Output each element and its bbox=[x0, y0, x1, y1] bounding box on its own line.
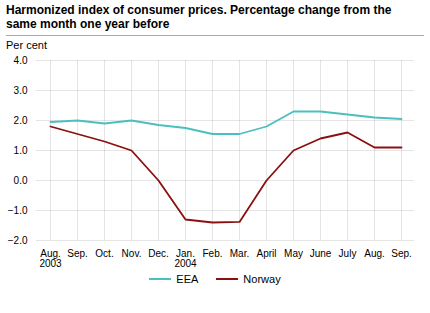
svg-text:1.0: 1.0 bbox=[14, 145, 28, 156]
svg-text:Jan.2004: Jan.2004 bbox=[174, 248, 197, 269]
html-text:EEA: EEA bbox=[176, 273, 199, 285]
html-text:Harmonized index of consumer p: Harmonized index of consumer prices. Per… bbox=[6, 3, 392, 31]
svg-text:2.0: 2.0 bbox=[14, 115, 28, 126]
svg-text:−1.0: −1.0 bbox=[8, 205, 28, 216]
svg-text:June: June bbox=[310, 248, 332, 259]
svg-text:Dec.: Dec. bbox=[148, 248, 169, 259]
html-text:Norway: Norway bbox=[243, 273, 281, 285]
svg-text:April: April bbox=[256, 248, 276, 259]
svg-text:Sep.: Sep. bbox=[391, 248, 412, 259]
svg-text:0.0: 0.0 bbox=[14, 175, 28, 186]
svg-text:Oct.: Oct. bbox=[95, 248, 113, 259]
svg-text:Nov.: Nov. bbox=[122, 248, 142, 259]
svg-text:July: July bbox=[339, 248, 357, 259]
svg-text:−2.0: −2.0 bbox=[8, 235, 28, 246]
svg-text:May: May bbox=[284, 248, 303, 259]
svg-text:3.0: 3.0 bbox=[14, 85, 28, 96]
svg-text:Mar.: Mar. bbox=[230, 248, 249, 259]
svg-text:4.0: 4.0 bbox=[14, 55, 28, 66]
svg-text:Aug.: Aug. bbox=[364, 248, 385, 259]
svg-text:Feb.: Feb. bbox=[202, 248, 222, 259]
svg-text:Aug.2003: Aug.2003 bbox=[39, 248, 62, 269]
svg-text:Sep.: Sep. bbox=[67, 248, 88, 259]
html-text:Per cent: Per cent bbox=[6, 39, 47, 51]
